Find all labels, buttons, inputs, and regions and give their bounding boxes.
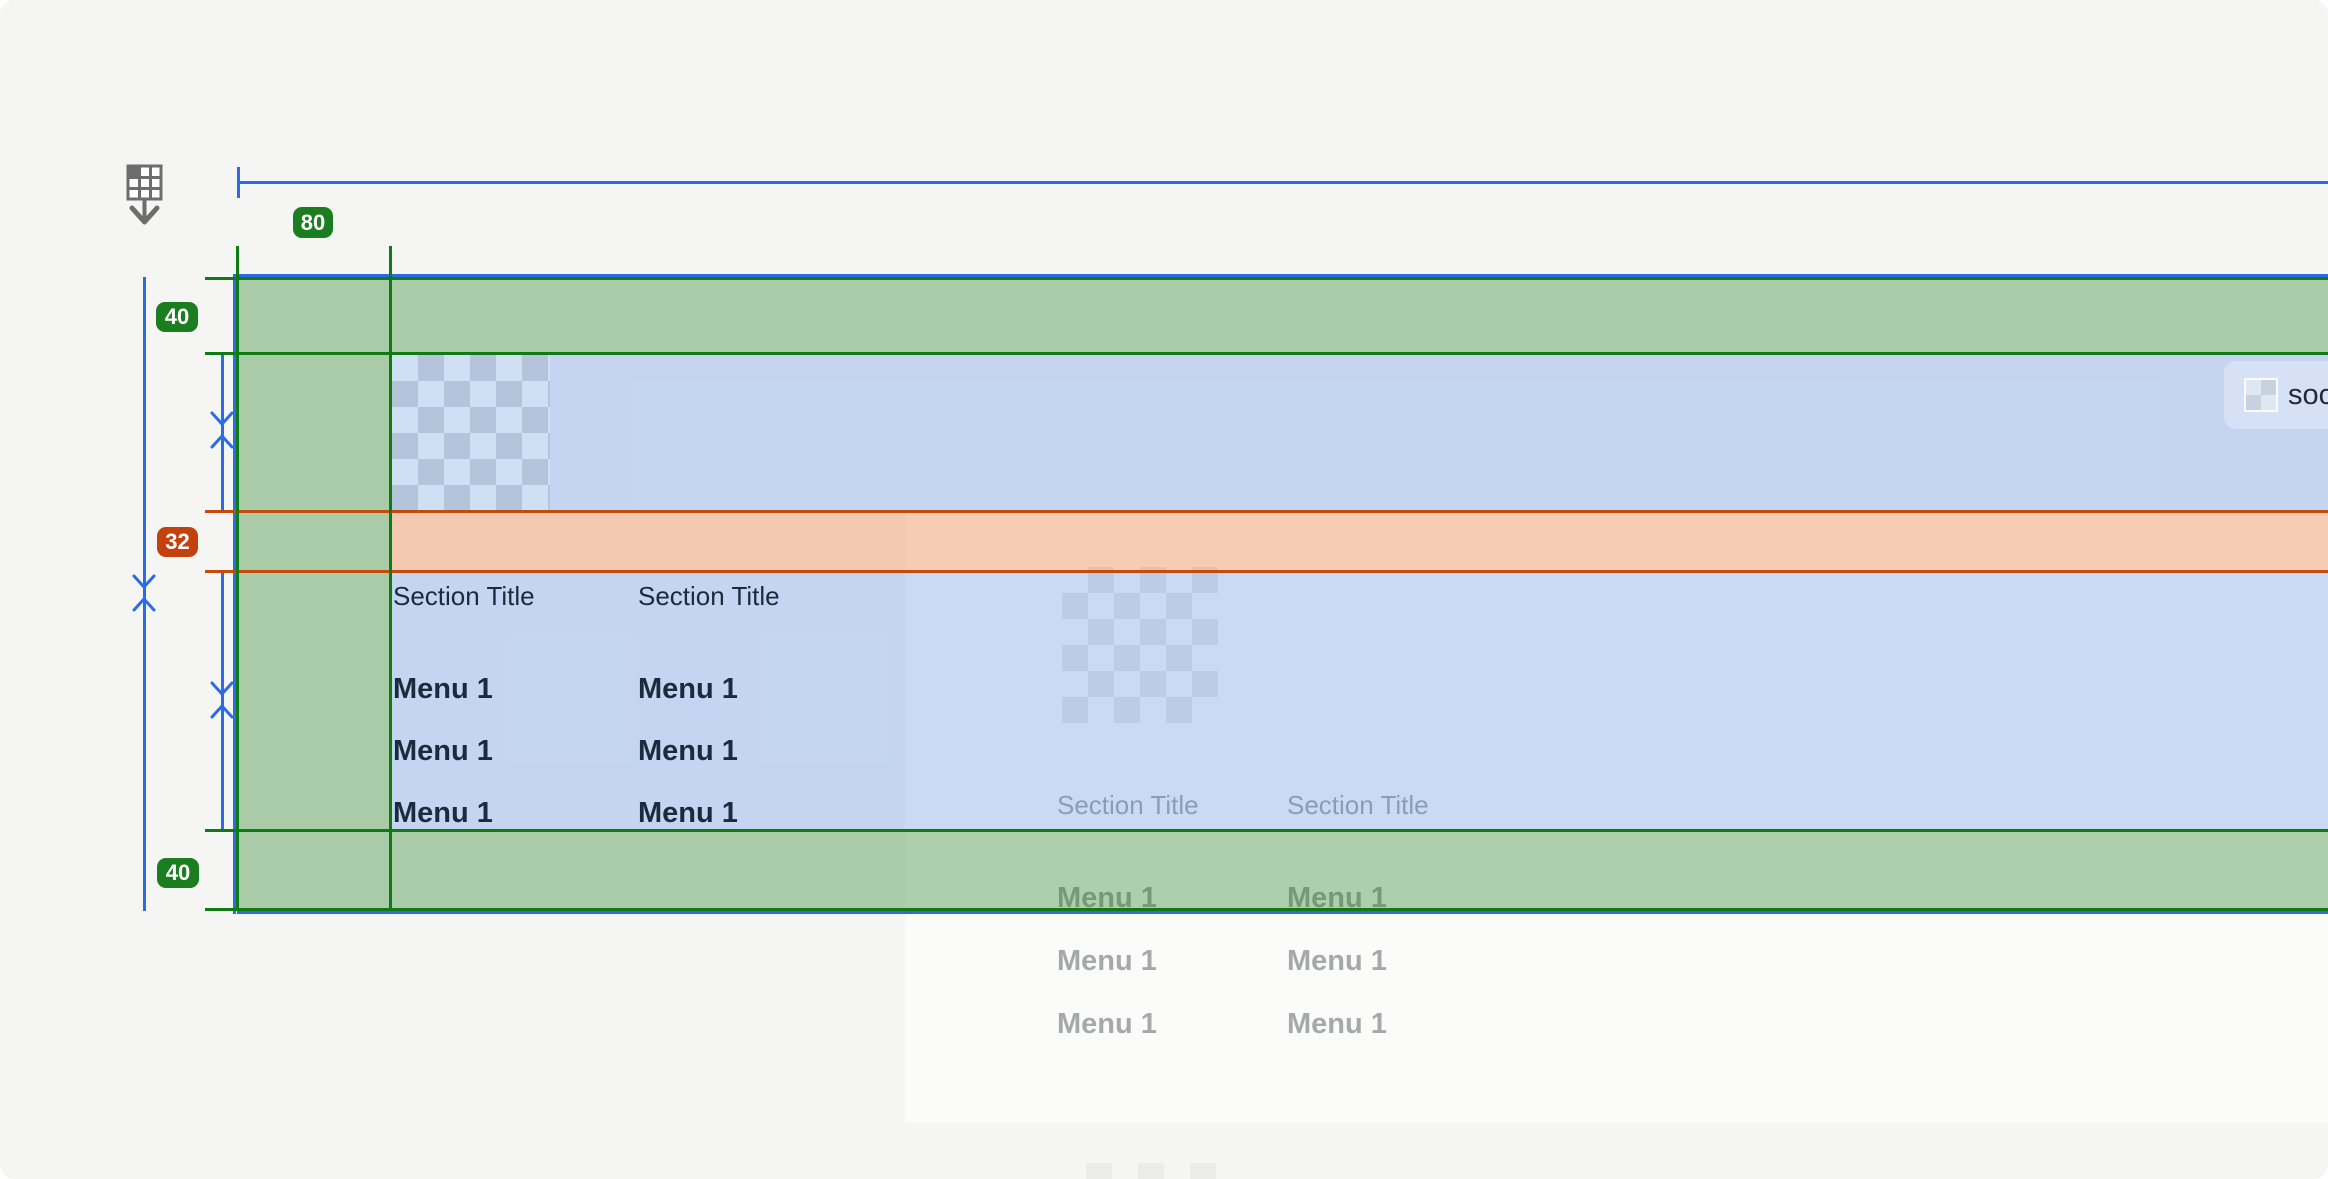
social-placeholder-icon	[2244, 378, 2278, 412]
selection-outline-top	[237, 274, 2328, 277]
measure-arrows-icon	[210, 681, 234, 719]
faded-logo-placeholder-icon	[1060, 1163, 1216, 1179]
social-button[interactable]: soc	[2224, 361, 2328, 429]
faded-menu-item: Menu 1	[1287, 945, 1387, 977]
padding-top-border-bottom	[205, 352, 2328, 355]
menu-item[interactable]: Menu 1	[638, 797, 738, 829]
section-title[interactable]: Section Title	[638, 581, 780, 611]
header-height-measure-line	[221, 355, 224, 510]
padding-left-overlay	[237, 355, 392, 829]
padding-bottom-badge: 40	[157, 858, 199, 888]
faded-section-title: Section Title	[1057, 790, 1199, 820]
menu-item[interactable]: Menu 1	[638, 735, 738, 767]
gap-overlay	[392, 513, 2328, 570]
padding-top-border-top	[205, 277, 2328, 280]
padding-bottom-border-top	[205, 829, 2328, 832]
width-measure-line	[238, 181, 2328, 184]
gap-badge: 32	[157, 527, 198, 557]
logo-placeholder-icon[interactable]	[392, 355, 550, 511]
width-measure-tick	[237, 167, 240, 198]
faded-menu-item: Menu 1	[1057, 882, 1157, 914]
padding-bottom-overlay	[237, 832, 2328, 908]
faded-menu-item: Menu 1	[1057, 1008, 1157, 1040]
gap-border-bottom	[205, 570, 2328, 573]
menu-item[interactable]: Menu 1	[638, 673, 738, 705]
faded-section-title: Section Title	[1287, 790, 1429, 820]
padding-top-overlay	[237, 280, 2328, 352]
menu-item[interactable]: Menu 1	[393, 797, 493, 829]
padding-left-border-left	[236, 246, 239, 911]
measure-arrows-icon	[210, 411, 234, 449]
faded-logo-placeholder-icon	[1062, 567, 1218, 723]
menu-item[interactable]: Menu 1	[393, 735, 493, 767]
padding-left-border-right	[389, 246, 392, 911]
height-measure-line	[143, 277, 146, 911]
selection-outline-left	[233, 274, 236, 914]
section-title[interactable]: Section Title	[393, 581, 535, 611]
selection-overlay-header-row	[392, 355, 2328, 510]
menu-item[interactable]: Menu 1	[393, 673, 493, 705]
padding-bottom-border-bottom	[205, 908, 2328, 911]
gap-border-top	[205, 510, 2328, 513]
width-badge: 80	[293, 207, 333, 238]
padding-top-badge: 40	[156, 302, 198, 332]
measure-arrows-icon	[132, 574, 156, 612]
selection-outline-bottom	[237, 911, 2328, 914]
faded-menu-item: Menu 1	[1287, 1008, 1387, 1040]
selection-overlay-content-row	[392, 573, 2328, 829]
faded-menu-item: Menu 1	[1287, 882, 1387, 914]
component-drag-handle-icon[interactable]	[124, 162, 168, 236]
faded-menu-item: Menu 1	[1057, 945, 1157, 977]
content-height-measure-line	[221, 573, 224, 829]
social-button-label: soc	[2288, 378, 2328, 411]
